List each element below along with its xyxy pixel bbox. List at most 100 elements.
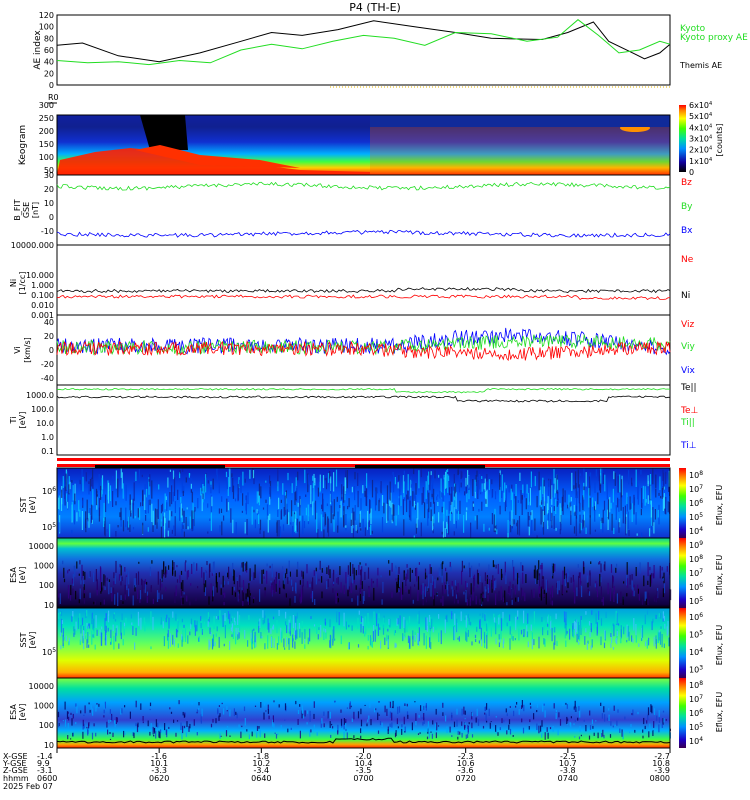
spectrogram-streak [493, 564, 495, 568]
spectrogram-streak [266, 504, 269, 520]
spectrogram-streak [63, 482, 65, 495]
spectrogram-streak [437, 725, 440, 727]
spectrogram-streak [186, 507, 188, 510]
spectrogram-streak [188, 473, 190, 478]
spectrogram-streak [220, 508, 223, 513]
spectrogram-streak [337, 598, 339, 603]
spectrogram-streak [562, 581, 564, 595]
spectrogram-streak [297, 502, 299, 507]
spectrogram-streak [451, 585, 453, 590]
spectrogram-streak [395, 730, 397, 736]
spectrogram-streak [658, 724, 660, 733]
spectrogram-streak [424, 568, 427, 573]
spectrogram-streak [604, 630, 606, 640]
spectrogram-streak [493, 617, 496, 623]
spectrogram-streak [248, 734, 250, 740]
spectrogram-streak [329, 711, 331, 719]
spectrogram-streak [198, 702, 200, 706]
spectrogram-streak [574, 590, 576, 604]
spectrogram-streak [263, 712, 265, 720]
spectrogram-streak [112, 476, 114, 482]
esa-ion-ytick-label: 100 [39, 721, 54, 730]
spectrogram-streak [364, 571, 366, 580]
spectrogram-streak [536, 495, 538, 508]
spectrogram-streak [611, 622, 613, 633]
spectrogram-streak [88, 570, 90, 579]
spectrogram-streak [362, 618, 364, 629]
spectrogram-streak [486, 703, 488, 710]
spectrogram-streak [397, 482, 399, 489]
spectrogram-streak [114, 575, 116, 584]
spectrogram-streak [188, 726, 190, 732]
spectrogram-streak [418, 562, 420, 565]
spectrogram-streak [285, 490, 287, 499]
spectrogram-streak [481, 639, 483, 647]
spectrogram-streak [219, 610, 221, 621]
spectrogram-streak [71, 480, 73, 483]
spectrogram-streak [466, 599, 468, 606]
spectrogram-streak [644, 641, 647, 647]
spectrogram-streak [641, 625, 644, 638]
spectrogram-streak [235, 711, 237, 715]
spectrogram-streak [261, 635, 263, 639]
spectrogram-streak [316, 512, 318, 533]
spectrogram-streak [346, 470, 348, 489]
spectrogram-streak [96, 490, 98, 497]
spectrogram-streak [438, 632, 440, 642]
spectrogram-streak [274, 732, 276, 734]
sst-ion-ylabel: SST [19, 632, 28, 647]
spectrogram-streak [568, 572, 570, 577]
spectrogram-streak [545, 590, 547, 605]
spectrogram-streak [304, 638, 306, 644]
spectrogram-streak [89, 592, 91, 598]
spectrogram-streak [168, 565, 170, 570]
spectrogram-streak [88, 702, 90, 705]
spectrogram-streak [464, 718, 466, 720]
spectrogram-streak [74, 628, 76, 635]
spectrogram-streak [492, 560, 494, 568]
keogram-ytick-label: 50 [44, 166, 54, 175]
spectrogram-streak [101, 632, 103, 646]
footer-value-z: -3.1 [37, 766, 53, 775]
spectrogram-streak [299, 628, 301, 638]
spectrogram-streak [463, 514, 465, 533]
spectrogram-streak [559, 719, 562, 726]
spectrogram-streak [210, 495, 212, 514]
spectrogram-streak [323, 723, 325, 728]
spectrogram-streak [138, 469, 140, 484]
spectrogram-streak [305, 507, 307, 516]
esa-ion-ylabel2: [eV] [18, 704, 27, 721]
spectrogram-streak [522, 727, 525, 734]
spectrogram-streak [631, 635, 633, 642]
spectrogram-streak [361, 581, 363, 589]
spectrogram-streak [167, 477, 169, 488]
spectrogram-streak [164, 723, 166, 731]
spectrogram-streak [149, 566, 151, 577]
spectrogram-streak [499, 486, 501, 502]
spectrogram-streak [450, 511, 452, 514]
spectrogram-streak [577, 625, 579, 636]
bfield-legend-bx: Bx [681, 226, 693, 236]
spectrogram-streak [517, 616, 519, 620]
spectrogram-streak [193, 719, 195, 726]
spectrogram-streak [216, 581, 218, 593]
spectrogram-streak [540, 500, 543, 505]
spectrogram-streak [183, 485, 185, 493]
spectrogram-streak [544, 639, 546, 647]
spectrogram-streak [310, 593, 312, 599]
spectrogram-streak [70, 585, 72, 596]
spectrogram-streak [330, 505, 332, 524]
spectrogram-streak [461, 732, 463, 738]
spectrogram-streak [459, 731, 461, 735]
keogram-colorbar-tick: 0 [689, 168, 694, 177]
footer-value-y: 9.9 [37, 759, 50, 768]
spectrogram-streak [542, 527, 544, 538]
spectrogram-streak [357, 472, 359, 486]
spectrogram-streak [505, 708, 507, 713]
spectrogram-streak [108, 482, 110, 491]
spectrogram-streak [113, 635, 115, 650]
spectrogram-streak [150, 723, 152, 728]
spectrogram-streak [59, 632, 62, 637]
spectrogram-streak [307, 710, 309, 714]
